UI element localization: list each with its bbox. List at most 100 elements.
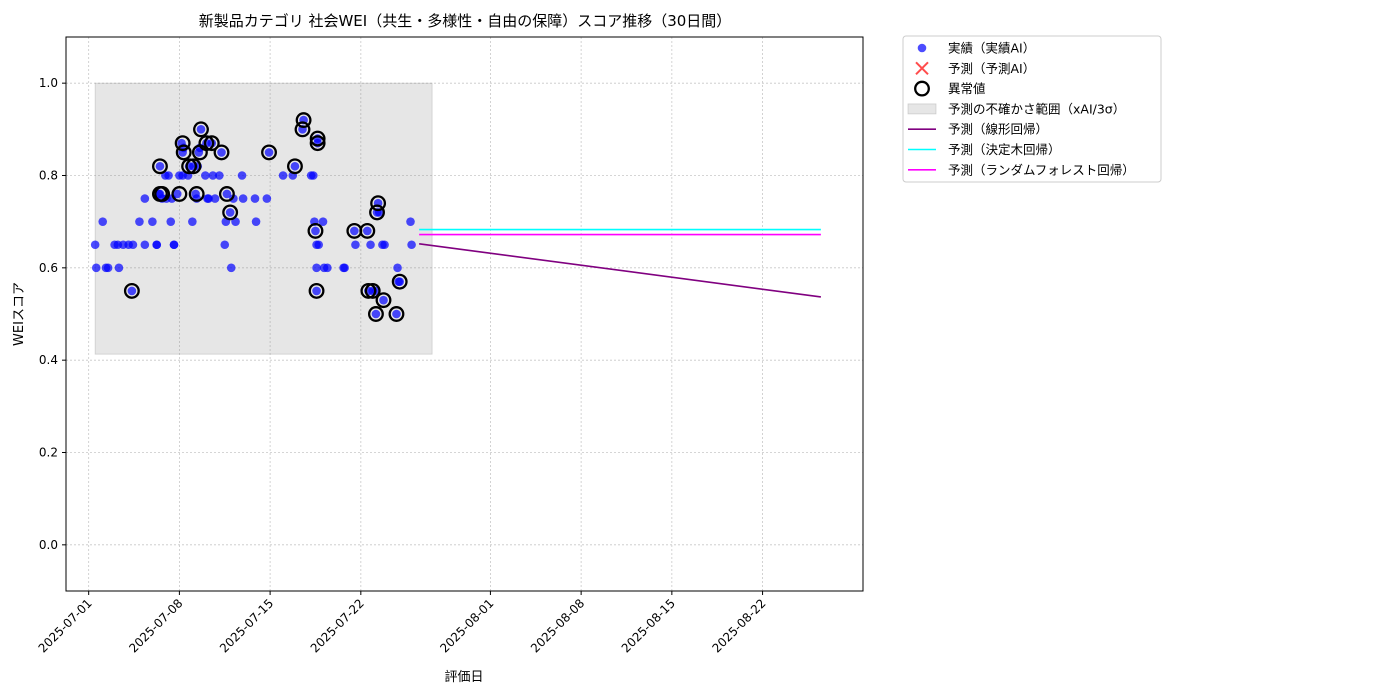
x-tick-label: 2025-07-15 xyxy=(217,596,276,655)
anomaly-ring xyxy=(261,144,277,161)
y-tick-label: 1.0 xyxy=(39,76,58,90)
anomaly-ring xyxy=(188,186,205,202)
anomaly-ring xyxy=(222,204,239,221)
x-axis: 2025-07-01 2025-07-08 2025-07-15 2025-07-22… xyxy=(36,591,769,655)
actual-point xyxy=(393,263,402,273)
actual-point xyxy=(226,263,236,273)
actual-point xyxy=(127,286,137,296)
y-tick-label: 0.0 xyxy=(39,538,58,552)
anomaly-ring xyxy=(391,273,408,290)
grid xyxy=(66,37,863,591)
actual-point xyxy=(371,309,381,319)
actual-point xyxy=(90,240,100,250)
actual-point xyxy=(237,171,247,180)
actual-point xyxy=(238,194,248,203)
chart-title: 新製品カテゴリ 社会WEI（共生・多様性・自由の保障）スコア推移（30日間） xyxy=(199,12,732,30)
actual-point xyxy=(172,189,182,199)
legend-marker-predicted xyxy=(915,61,929,76)
actual-point xyxy=(264,148,274,157)
regression-line-linear xyxy=(419,243,821,298)
anomaly-ring xyxy=(218,186,235,202)
actual-point xyxy=(407,240,416,250)
actual-point xyxy=(215,171,224,180)
actual-point xyxy=(135,217,144,226)
anomaly-ring xyxy=(360,282,377,299)
actual-point xyxy=(351,240,360,250)
anomaly-ring xyxy=(171,186,188,202)
actual-point xyxy=(91,263,101,273)
y-tick-label: 0.4 xyxy=(39,353,58,367)
actual-point xyxy=(217,148,226,157)
x-tick-label: 2025-08-08 xyxy=(528,596,587,655)
legend-label-anomaly: 異常値 xyxy=(948,81,986,96)
actual-point xyxy=(363,226,372,236)
anomaly-ring xyxy=(359,222,376,239)
actual-point xyxy=(166,217,176,226)
anomaly-ring xyxy=(388,306,405,322)
actual-point xyxy=(196,125,206,134)
actual-point xyxy=(309,171,318,180)
actual-point xyxy=(225,208,235,217)
actual-point xyxy=(208,171,218,180)
actual-point xyxy=(204,194,213,203)
legend-box xyxy=(902,35,1162,183)
actual-point xyxy=(188,217,197,226)
anomaly-ring xyxy=(367,306,384,322)
actual-point xyxy=(318,217,328,226)
anomaly-ring xyxy=(123,282,140,299)
legend-label-forest: 予測（ランダムフォレスト回帰） xyxy=(948,162,1135,177)
anomaly-ring xyxy=(294,121,311,138)
actual-point xyxy=(201,171,210,180)
actual-point xyxy=(350,226,359,236)
actual-point xyxy=(323,263,332,273)
legend-label-uncertainty: 予測の不確かさ範囲（xAI/3σ） xyxy=(948,101,1125,116)
legend-label-linear: 予測（線形回帰） xyxy=(948,122,1048,137)
actual-point xyxy=(140,240,150,250)
x-tick-label: 2025-07-01 xyxy=(36,596,95,655)
actual-point xyxy=(155,161,165,171)
actual-point xyxy=(164,171,173,180)
legend-label-predicted: 予測（予測AI） xyxy=(948,61,1035,76)
actual-point xyxy=(290,161,300,171)
actual-point xyxy=(128,240,138,250)
actual-point xyxy=(222,189,232,199)
legend-marker-anomaly xyxy=(914,80,930,97)
anomaly-ring xyxy=(174,135,191,152)
anomaly-ring xyxy=(203,135,220,152)
anomaly-ring xyxy=(175,144,192,161)
anomaly-ring xyxy=(309,130,326,147)
anomaly-ring xyxy=(193,121,209,138)
legend-label-tree: 予測（決定木回帰） xyxy=(948,142,1061,157)
actual-point xyxy=(140,194,150,203)
anomaly-ring xyxy=(286,158,303,175)
y-axis-title: WEIスコア xyxy=(12,282,27,346)
actual-point xyxy=(262,194,272,203)
actual-point xyxy=(250,194,260,203)
x-tick-label: 2025-08-22 xyxy=(709,596,768,655)
y-axis: 0.0 0.2 0.4 0.6 0.8 1.0 xyxy=(39,76,66,552)
anomaly-ring xyxy=(185,158,202,175)
anomaly-ring xyxy=(369,204,385,221)
anomaly-ring xyxy=(198,135,215,152)
actual-point xyxy=(278,171,288,180)
x-axis-title: 評価日 xyxy=(444,670,483,685)
actual-point xyxy=(340,263,349,273)
legend-label-actual: 実績（実績AI） xyxy=(948,41,1035,56)
anomaly-ring xyxy=(152,158,168,175)
actual-point xyxy=(392,309,401,319)
actual-point xyxy=(395,277,405,286)
anomaly-ring xyxy=(307,222,324,239)
actual-point xyxy=(98,217,108,226)
actual-point xyxy=(152,240,162,250)
legend-marker-actual xyxy=(917,43,927,53)
y-tick-label: 0.6 xyxy=(39,261,58,275)
actual-point xyxy=(148,217,157,226)
anomaly-ring xyxy=(375,292,392,309)
anomaly-ring xyxy=(295,112,312,129)
actual-point xyxy=(220,240,230,250)
actual-point xyxy=(379,295,388,305)
anomaly-ring xyxy=(309,135,326,152)
x-tick-label: 2025-08-15 xyxy=(619,596,678,655)
actual-point xyxy=(311,226,320,236)
